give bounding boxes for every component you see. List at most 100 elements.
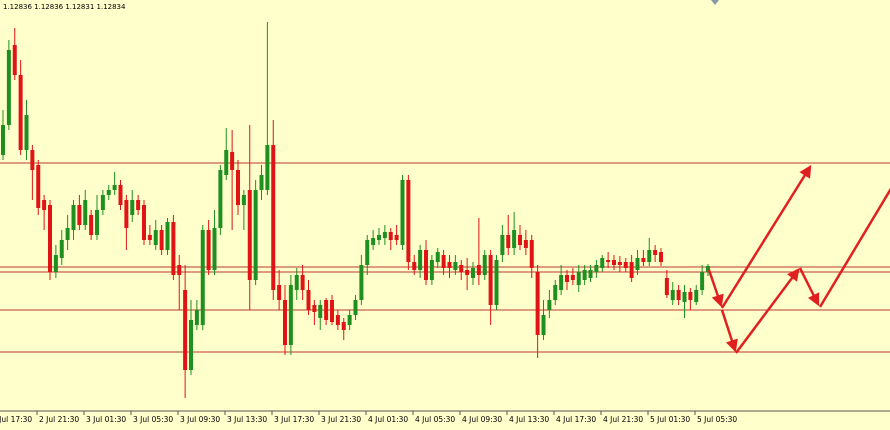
candle-body <box>682 292 687 302</box>
candle-body <box>553 285 558 300</box>
candle-body <box>606 260 611 262</box>
candle-body <box>418 250 423 270</box>
candle-body <box>412 262 417 270</box>
arrow <box>734 267 800 354</box>
candle-body <box>265 145 270 190</box>
candle-body <box>541 315 546 335</box>
candle-body <box>271 145 276 290</box>
candle-body <box>653 250 658 255</box>
candle-body <box>18 75 23 150</box>
candle-body <box>429 260 434 280</box>
candle-body <box>335 315 340 325</box>
candle-body <box>53 255 58 272</box>
scroll-marker <box>711 0 719 5</box>
x-tick-label: 5 Jul 05:30 <box>697 415 737 424</box>
candle-body <box>95 210 99 235</box>
candle-body <box>494 260 499 305</box>
candle-body <box>124 200 129 228</box>
candle-body <box>424 250 428 280</box>
forecast-arrows <box>707 164 890 354</box>
candle-body <box>212 228 217 270</box>
candle-body <box>647 250 652 262</box>
candle-body <box>142 205 146 240</box>
candle-body <box>547 300 552 310</box>
candle-body <box>500 235 505 255</box>
candle-body <box>371 238 376 245</box>
candle-body <box>641 258 646 262</box>
x-axis-labels: 2 Jul 17:30 2 Jul 21:30 3 Jul 01:30 3 Jul 0… <box>0 411 737 424</box>
candle-body <box>447 262 452 268</box>
candle-body <box>347 315 352 325</box>
x-tick-label: 3 Jul 17:30 <box>274 415 314 424</box>
candle-body <box>365 240 370 265</box>
candle-body <box>177 265 182 275</box>
candle-body <box>318 305 323 318</box>
candle-body <box>529 240 534 268</box>
candle-body <box>706 266 710 272</box>
candle-body <box>441 255 446 268</box>
candle-body <box>559 275 564 290</box>
candle-body <box>523 240 528 248</box>
candle-body <box>612 260 616 265</box>
candle-body <box>12 45 17 75</box>
candle-body <box>218 170 223 228</box>
candle-body <box>136 200 141 210</box>
x-tick-label: 4 Jul 09:30 <box>462 415 502 424</box>
candle-body <box>459 265 464 272</box>
x-tick-label: 4 Jul 13:30 <box>509 415 549 424</box>
candle-body <box>377 235 381 240</box>
x-tick-label: 3 Jul 09:30 <box>180 415 220 424</box>
candles <box>1 22 710 398</box>
candle-body <box>688 292 693 300</box>
candle-body <box>471 268 475 278</box>
candle-body <box>59 240 64 258</box>
candle-body <box>400 180 405 245</box>
candle-body <box>247 190 252 280</box>
candle-body <box>676 290 681 300</box>
candle-body <box>159 230 164 250</box>
candle-body <box>353 300 358 315</box>
candle-body <box>277 285 282 300</box>
candle-body <box>300 275 305 290</box>
candle-body <box>629 262 634 278</box>
candle-body <box>6 50 11 125</box>
candle-body <box>147 235 152 240</box>
candle-body <box>288 285 293 345</box>
candle-body <box>453 262 458 270</box>
candle-body <box>200 230 205 325</box>
candle-body <box>230 152 235 170</box>
candle-body <box>112 185 117 190</box>
candle-body <box>42 200 47 210</box>
candle-body <box>312 305 317 312</box>
candle-body <box>253 190 258 280</box>
candle-body <box>24 115 29 150</box>
candle-body <box>700 272 705 290</box>
x-tick-label: 5 Jul 01:30 <box>650 415 690 424</box>
x-tick-label: 3 Jul 13:30 <box>227 415 267 424</box>
candle-body <box>617 262 622 265</box>
levels <box>0 162 890 353</box>
candle-body <box>153 230 158 245</box>
candle-body <box>623 262 628 268</box>
candle-body <box>77 205 82 225</box>
candle-body <box>341 322 346 330</box>
candle-body <box>359 265 364 300</box>
x-tick-label: 2 Jul 17:30 <box>0 415 32 424</box>
x-tick-label: 2 Jul 21:30 <box>39 415 79 424</box>
arrow <box>720 164 812 309</box>
candle-body <box>565 275 569 282</box>
candle-body <box>382 232 387 238</box>
candle-body <box>306 290 311 310</box>
candle-body <box>165 222 170 250</box>
candle-body <box>236 170 240 205</box>
candle-body <box>518 235 522 245</box>
candle-body <box>576 272 581 285</box>
candle-body <box>512 230 517 248</box>
candle-body <box>570 275 575 280</box>
candle-body <box>1 125 5 155</box>
ohlc-header: 1.12836 1.12836 1.12831 1.12834 <box>3 3 126 11</box>
candle-body <box>71 205 76 230</box>
candle-body <box>100 195 105 210</box>
x-tick-label: 4 Jul 17:30 <box>556 415 596 424</box>
